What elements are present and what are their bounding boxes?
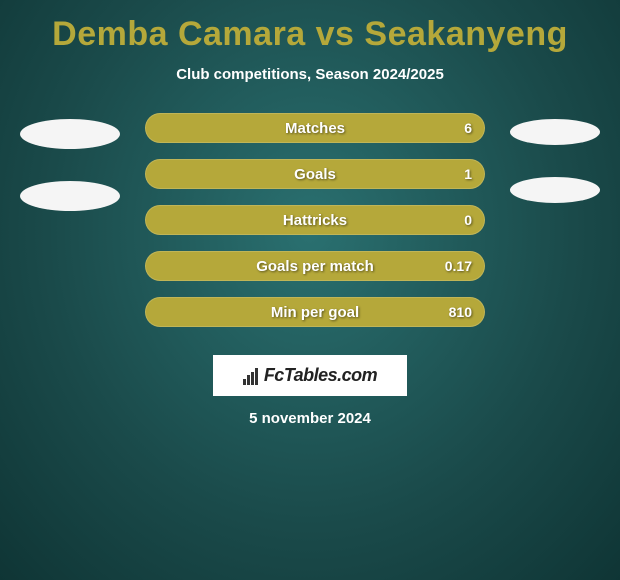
- stat-row-min-per-goal: Min per goal 810: [145, 297, 485, 327]
- stat-value: 810: [449, 304, 472, 320]
- stat-row-goals-per-match: Goals per match 0.17: [145, 251, 485, 281]
- comparison-grid: Matches 6 Goals 1 Hattricks 0 Goals per …: [0, 113, 620, 327]
- player-right-column: [510, 113, 600, 203]
- stat-label: Hattricks: [283, 212, 347, 229]
- stat-row-matches: Matches 6: [145, 113, 485, 143]
- stat-row-hattricks: Hattricks 0: [145, 205, 485, 235]
- stat-value: 0: [464, 212, 472, 228]
- stat-value: 0.17: [445, 258, 472, 274]
- bar-chart-icon: [243, 367, 258, 385]
- page-title: Demba Camara vs Seakanyeng: [52, 15, 568, 54]
- player-right-marker-1: [510, 119, 600, 145]
- stat-label: Goals: [294, 166, 336, 183]
- player-right-marker-2: [510, 177, 600, 203]
- logo-text: FcTables.com: [264, 365, 377, 386]
- stat-label: Goals per match: [256, 258, 374, 275]
- date-text: 5 november 2024: [249, 410, 371, 427]
- player-left-marker-2: [20, 181, 120, 211]
- main-container: Demba Camara vs Seakanyeng Club competit…: [0, 0, 620, 437]
- logo-box[interactable]: FcTables.com: [213, 355, 407, 396]
- stat-row-goals: Goals 1: [145, 159, 485, 189]
- player-left-column: [20, 113, 120, 211]
- stat-value: 6: [464, 120, 472, 136]
- subtitle: Club competitions, Season 2024/2025: [176, 66, 444, 83]
- player-left-marker-1: [20, 119, 120, 149]
- stat-label: Matches: [285, 120, 345, 137]
- stat-label: Min per goal: [271, 304, 359, 321]
- stat-value: 1: [464, 166, 472, 182]
- stats-column: Matches 6 Goals 1 Hattricks 0 Goals per …: [145, 113, 485, 327]
